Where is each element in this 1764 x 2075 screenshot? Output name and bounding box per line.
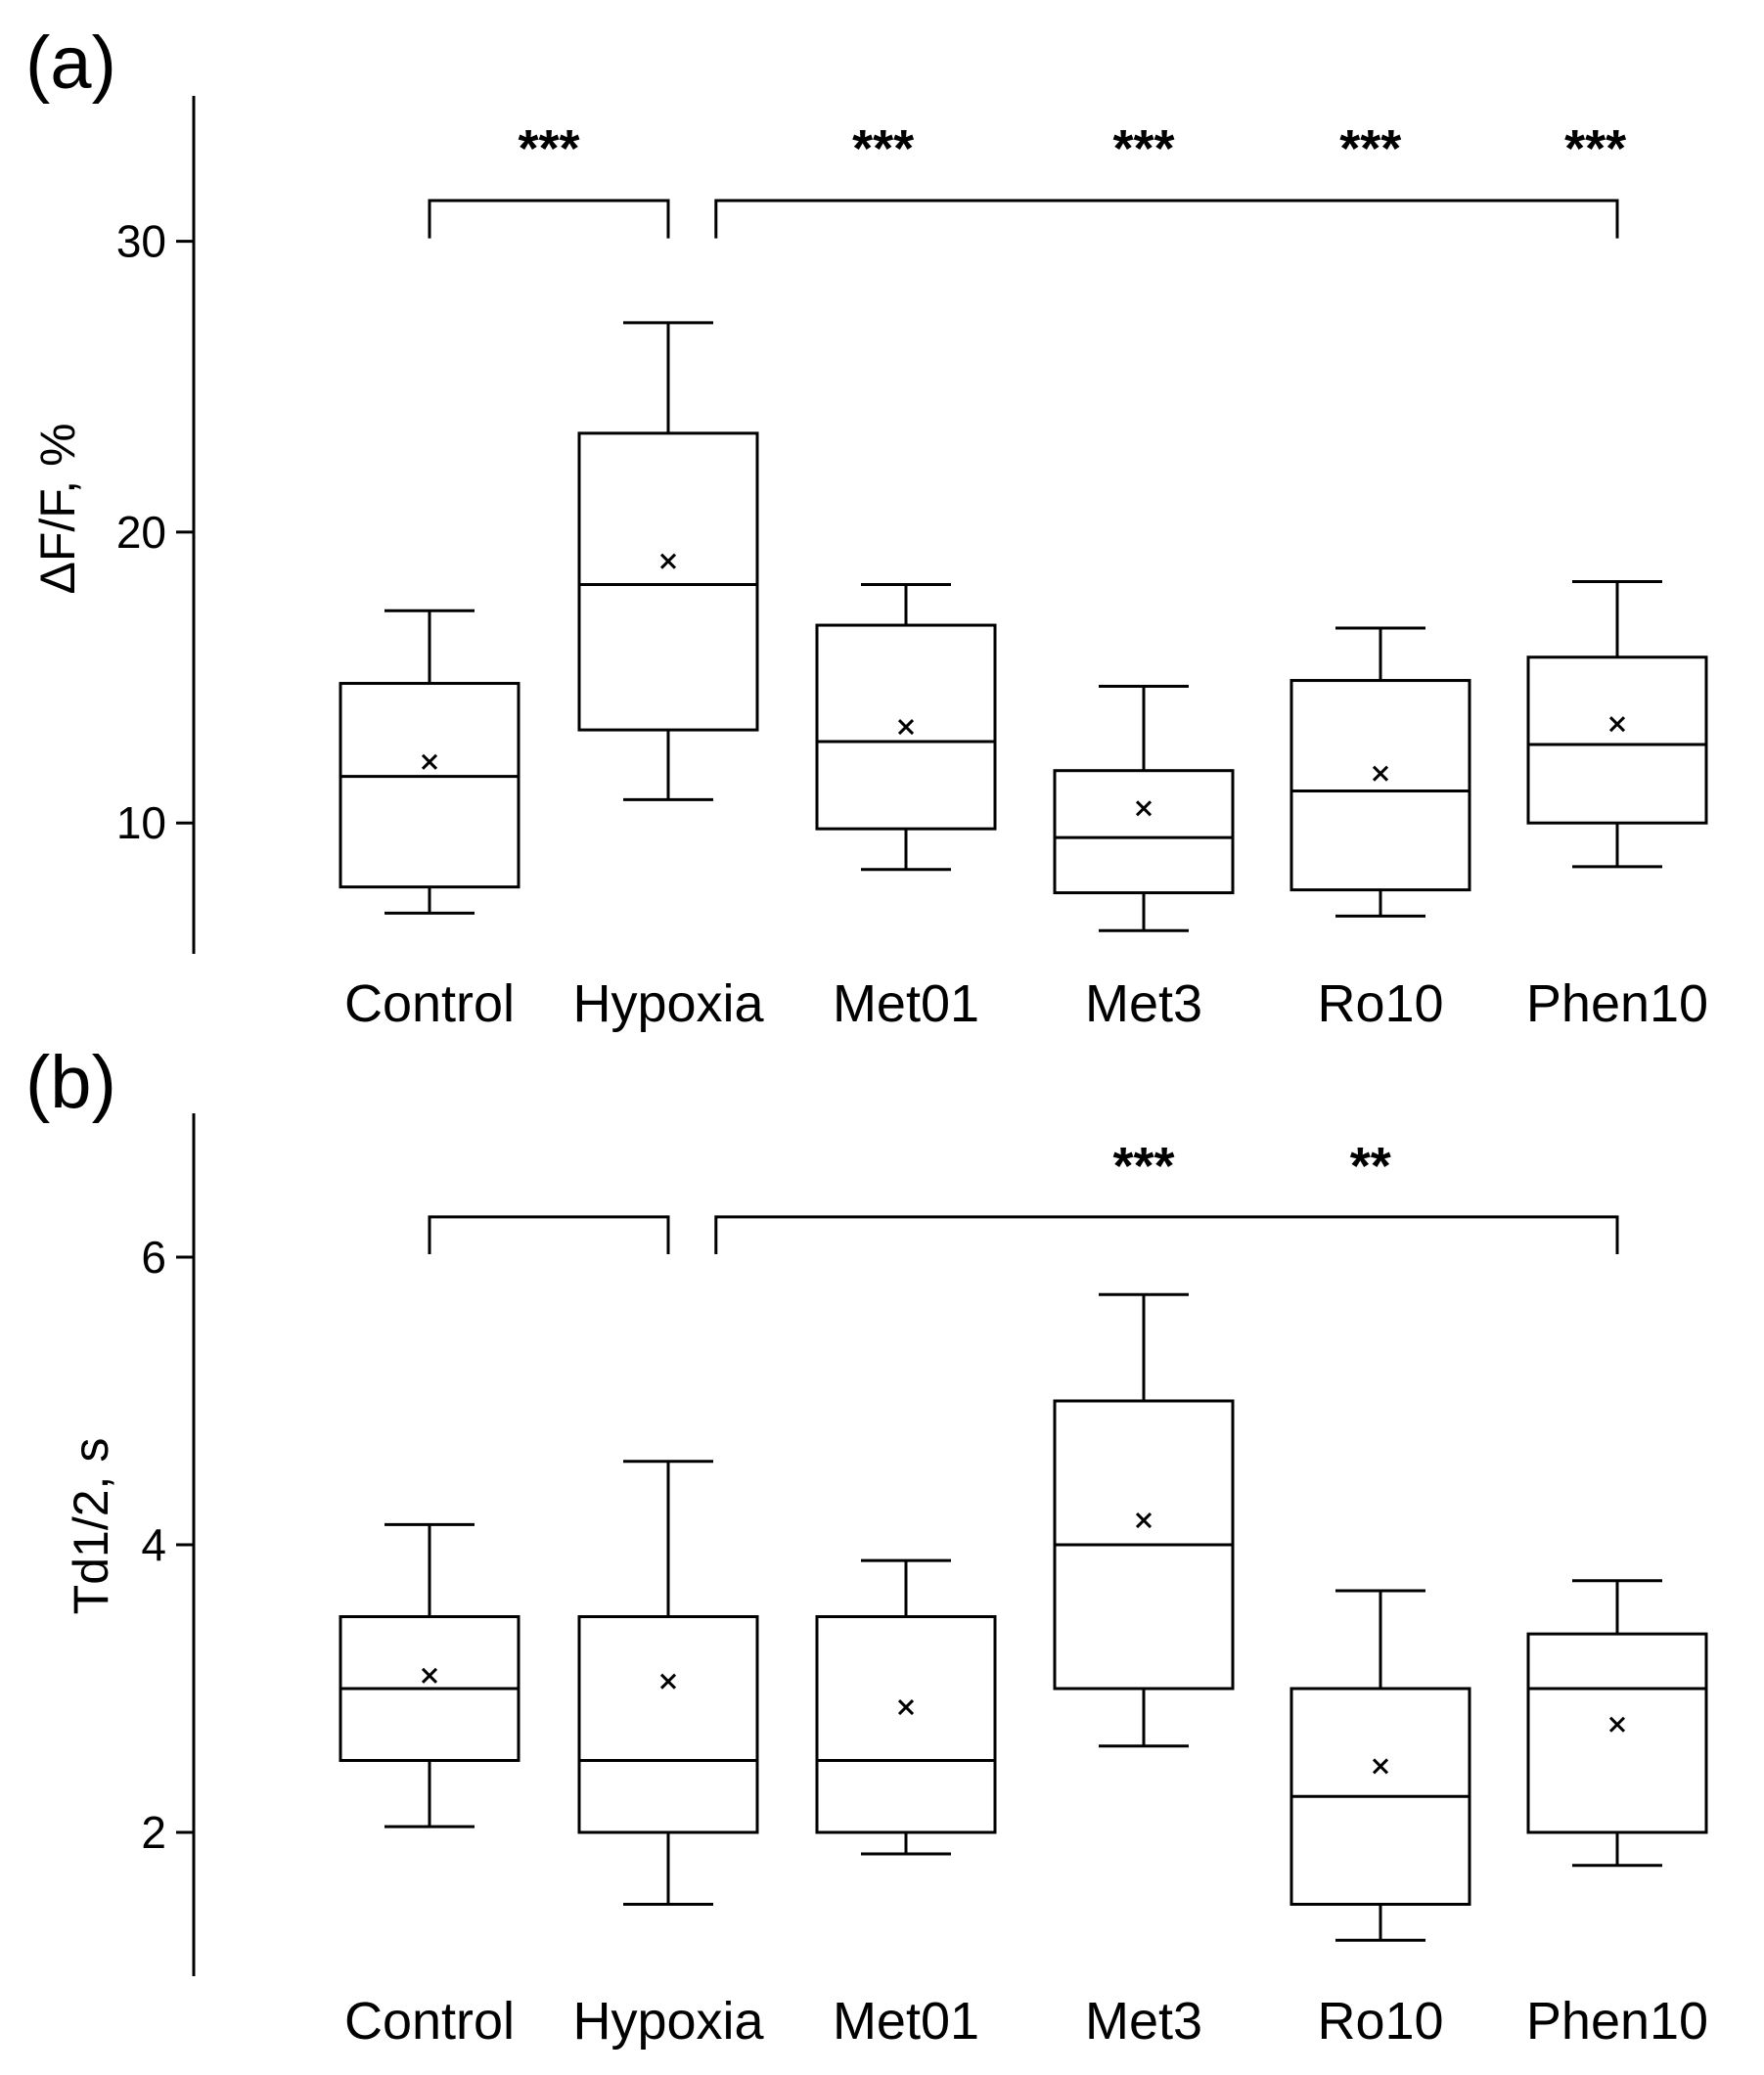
- panel-a-phen10-mean-marker: [1608, 716, 1626, 733]
- panel-a-plot-area: 10 20 30 Control Hypoxia Met01 Met3 Ro10 Phen10 *…: [116, 96, 1708, 1033]
- panel-a-category-label-ro10: Ro10: [1317, 974, 1443, 1033]
- panel-b-category-label-met01: Met01: [833, 1992, 979, 2051]
- panel-b-control-mean-stroke-2: [421, 1667, 438, 1684]
- panel-b-met01-box-group: [815, 1558, 997, 1856]
- panel-a-control-mean-stroke-2: [421, 753, 438, 770]
- panel-a-category-label-hypoxia: Hypoxia: [572, 974, 764, 1033]
- panel-a-hypoxia-mean-stroke-2: [659, 553, 677, 569]
- panel-b-ro10-mean-stroke-2: [1372, 1758, 1389, 1775]
- panel-a-control-mean-marker: [421, 753, 438, 770]
- panel-a-phen10-mean-stroke-2: [1608, 716, 1626, 733]
- panel-a-met01-mean-marker: [897, 719, 915, 736]
- panel-b: (b) Td1/2, s 2 4 6 Control Hypoxia Met01 Met3 R…: [25, 1041, 1708, 2051]
- panel-a-control-box-group: [339, 609, 520, 915]
- panel-a-phen10-box: [1526, 655, 1708, 825]
- panel-b-phen10-mean-stroke-2: [1608, 1716, 1626, 1733]
- panel-a-ro10-box: [1289, 679, 1471, 892]
- panel-b-category-label-control: Control: [344, 1992, 515, 2051]
- panel-b-y-axis-label: Td1/2, s: [64, 1438, 118, 1615]
- panel-a-hypoxia-box: [577, 431, 759, 732]
- panel-b-y-tick-label-4: 4: [141, 1519, 166, 1570]
- panel-b-ro10-mean-marker: [1372, 1758, 1389, 1775]
- panel-a-ro10-box-group: [1289, 626, 1471, 918]
- panel-b-control-mean-marker: [421, 1667, 438, 1684]
- panel-a-met01-mean-stroke-2: [897, 719, 915, 736]
- panel-a-hypoxia-mean-marker: [659, 553, 677, 569]
- panel-b-category-label-phen10: Phen10: [1526, 1992, 1708, 2051]
- panel-a: (a) ΔF/F, % 10 20 30 Control Hypoxia Met01 Met…: [25, 22, 1708, 1033]
- panel-a-met3-mean-stroke-2: [1135, 800, 1153, 817]
- panel-b-met3-box-group: [1053, 1292, 1235, 1748]
- panel-a-y-axis-label: ΔF/F, %: [30, 423, 85, 594]
- panel-b-y-tick-label-2: 2: [141, 1807, 166, 1858]
- panel-a-y-tick-label-10: 10: [116, 797, 166, 848]
- panel-a-met01-box-group: [815, 582, 997, 872]
- panel-b-phen10-box-group: [1526, 1579, 1708, 1868]
- panel-a-met3-box: [1053, 769, 1235, 895]
- panel-a-significance-stars-3: ***: [1112, 119, 1174, 178]
- panel-a-significance-bracket-1: [428, 199, 670, 239]
- panel-b-significance-bracket-1: [428, 1215, 670, 1255]
- panel-a-category-label-phen10: Phen10: [1526, 974, 1708, 1033]
- panel-b-hypoxia-box-group: [577, 1460, 759, 1906]
- panel-b-phen10-mean-marker: [1608, 1716, 1626, 1733]
- panel-a-phen10-box-group: [1526, 579, 1708, 869]
- panel-b-met3-mean-marker: [1135, 1511, 1153, 1529]
- panel-b-met01-mean-marker: [897, 1699, 915, 1716]
- panel-b-hypoxia-mean-stroke-2: [659, 1673, 677, 1690]
- panel-b-met3-mean-stroke-2: [1135, 1511, 1153, 1529]
- panel-a-category-label-met01: Met01: [833, 974, 979, 1033]
- panel-b-ro10-box-group: [1289, 1589, 1471, 1942]
- panel-b-category-label-ro10: Ro10: [1317, 1992, 1443, 2051]
- panel-a-ro10-mean-marker: [1372, 765, 1389, 782]
- panel-b-phen10-box: [1526, 1632, 1708, 1834]
- panel-a-significance-bracket-2: [714, 199, 1619, 239]
- panel-b-label: (b): [25, 1041, 116, 1124]
- panel-a-significance-stars-1: ***: [518, 119, 579, 178]
- panel-b-category-label-hypoxia: Hypoxia: [572, 1992, 764, 2051]
- panel-a-category-label-met3: Met3: [1085, 974, 1202, 1033]
- panel-b-y-tick-label-6: 6: [141, 1232, 166, 1283]
- panel-a-y-tick-label-20: 20: [116, 507, 166, 558]
- panel-a-category-label-control: Control: [344, 974, 515, 1033]
- panel-a-control-box: [339, 682, 520, 889]
- panel-a-label: (a): [25, 22, 116, 105]
- panel-b-met01-box: [815, 1615, 997, 1834]
- panel-a-met3-box-group: [1053, 684, 1235, 932]
- panel-b-category-label-met3: Met3: [1085, 1992, 1202, 2051]
- panel-b-significance-stars-1: ***: [1112, 1137, 1174, 1195]
- panel-b-significance-bracket-2: [714, 1215, 1619, 1255]
- panel-b-control-box-group: [339, 1522, 520, 1828]
- panel-a-significance-stars-5: ***: [1564, 119, 1626, 178]
- panel-b-met01-mean-stroke-2: [897, 1699, 915, 1716]
- panel-a-met01-box: [815, 623, 997, 831]
- panel-a-significance-stars-2: ***: [852, 119, 914, 178]
- panel-a-hypoxia-box-group: [577, 321, 759, 801]
- panel-b-hypoxia-box: [577, 1615, 759, 1834]
- panel-a-ro10-mean-stroke-2: [1372, 765, 1389, 782]
- panel-b-significance-stars-2: **: [1350, 1137, 1391, 1195]
- panel-a-significance-stars-4: ***: [1339, 119, 1401, 178]
- panel-a-y-tick-label-30: 30: [116, 216, 166, 267]
- panel-b-hypoxia-mean-marker: [659, 1673, 677, 1690]
- panel-a-met3-mean-marker: [1135, 800, 1153, 817]
